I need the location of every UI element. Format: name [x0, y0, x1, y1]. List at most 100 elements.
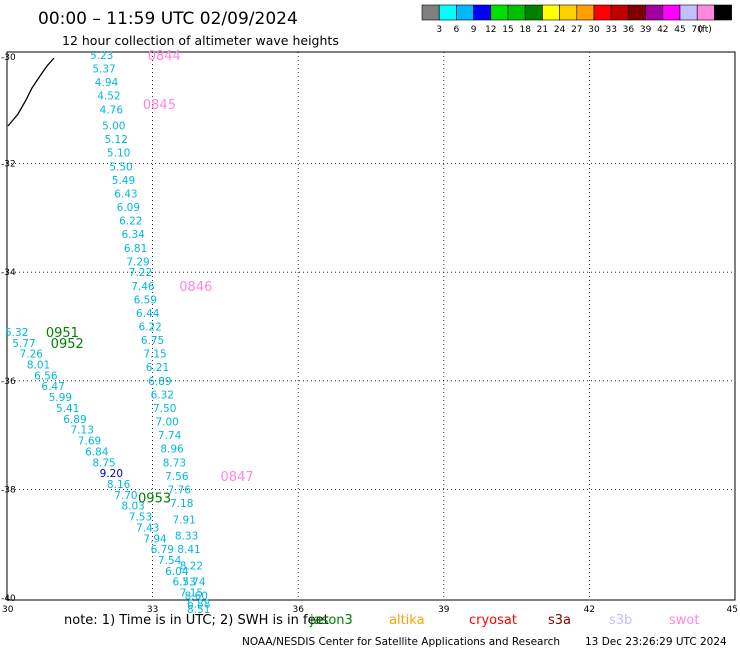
swh-value: 6.09 [117, 202, 140, 214]
legend-swatch [696, 4, 715, 21]
legend-label: 21 [537, 25, 548, 35]
satellite-label: s3a [548, 613, 571, 628]
satellite-label: altika [389, 613, 425, 628]
swh-value: 7.94 [143, 533, 167, 545]
swh-value: 5.37 [92, 64, 115, 76]
wave-height-color-legend: 3 6 9 12 15 18 21 24 27 30 33 36 39 42 45 70(ft) [421, 4, 732, 35]
legend-label: 70 [691, 25, 703, 35]
swh-value: 8.73 [163, 457, 186, 469]
legend-label: 33 [605, 25, 616, 35]
swh-value: 5.99 [49, 392, 72, 404]
longitude-tick: 45 [727, 605, 738, 615]
swh-value: 7.91 [172, 514, 195, 526]
satellite-label: s3b [609, 613, 632, 628]
satellite-label: jason3 [309, 613, 353, 628]
longitude-tick-labels: 30 33 36 39 42 45 [2, 605, 738, 615]
swh-value: 7.13 [71, 425, 94, 437]
swh-value: 8.33 [175, 531, 198, 543]
legend-label: 39 [640, 25, 652, 35]
swh-value: 6.88 [187, 598, 210, 610]
legend-label: 36 [623, 25, 635, 35]
swh-value: 7.29 [126, 256, 149, 268]
swh-value: 6.75 [141, 335, 164, 347]
latitude-tick: -38 [1, 485, 16, 495]
latitude-tick-labels: -30 -32 -34 -36 -38 -40 [1, 53, 16, 604]
swh-value: 4.94 [95, 77, 119, 89]
legend-swatch [645, 4, 664, 21]
legend-label: 24 [554, 25, 566, 35]
legend-label: 27 [571, 25, 582, 35]
legend-label: 6 [454, 25, 460, 35]
legend-swatch [490, 4, 509, 21]
swh-value: 6.22 [138, 322, 161, 334]
swh-value: 5.00 [102, 121, 125, 133]
swh-value: 5.23 [90, 50, 113, 62]
legend-swatch [610, 4, 629, 21]
legend-label: 42 [657, 25, 668, 35]
legend-label: 12 [485, 25, 496, 35]
legend-swatch [662, 4, 681, 21]
coastline [7, 57, 55, 127]
pass-time-label: 0845 [143, 98, 176, 113]
latitude-tick: -36 [1, 377, 16, 387]
swh-value: 6.44 [136, 308, 160, 320]
swh-value: 8.96 [160, 444, 184, 456]
swh-value: 8.01 [27, 360, 50, 372]
swh-value: 7.18 [170, 498, 193, 510]
swh-value: 6.34 [121, 229, 145, 241]
legend-swatch [593, 4, 612, 21]
swh-value: 7.26 [20, 349, 44, 361]
legend-swatch [524, 4, 543, 21]
swh-value: 6.53 [172, 577, 195, 589]
legend-swatch [576, 4, 595, 21]
swh-value: 6.89 [63, 414, 86, 426]
legend-swatch [438, 4, 457, 21]
swh-value: 7.15 [143, 349, 166, 361]
swh-value: 5.49 [112, 175, 135, 187]
swh-value: 6.59 [134, 294, 157, 306]
swh-value: 6.04 [165, 566, 189, 578]
swh-value: 5.10 [107, 148, 130, 160]
swh-value: 5.77 [12, 338, 35, 350]
swh-value: 8.75 [92, 457, 115, 469]
credit-line: NOAA/NESDIS Center for Satellite Applica… [242, 636, 560, 648]
pass-time-label: 0953 [138, 492, 171, 507]
swh-value: 7.43 [136, 522, 159, 534]
swh-values: 5.23 5.374.94 4.524.76 5.005.12 5.105.50 5.49… [5, 50, 210, 616]
swh-value: 6.79 [151, 544, 174, 556]
legend-label: 45 [674, 25, 685, 35]
longitude-tick: 42 [584, 605, 595, 615]
legend-swatch [507, 4, 526, 21]
pass-time-label: 0847 [221, 470, 254, 485]
swh-value: 7.00 [155, 417, 178, 429]
swh-value: 6.84 [85, 446, 109, 458]
swh-value: 6.32 [151, 389, 174, 401]
swh-value: 8.22 [180, 560, 203, 572]
swh-value: 8.41 [177, 544, 200, 556]
latitude-tick: -40 [1, 594, 16, 604]
footnote: note: 1) Time is in UTC; 2) SWH is in fe… [64, 613, 329, 628]
swh-value: 7.53 [129, 512, 152, 524]
swh-value: 4.52 [97, 91, 120, 103]
legend-swatch [542, 4, 560, 21]
swh-value: 6.56 [34, 370, 58, 382]
swh-value: 7.15 [180, 588, 203, 600]
pass-time-label: 0844 [148, 49, 181, 64]
swh-value: 6.22 [119, 216, 142, 228]
generated-timestamp: 13 Dec 23:26:29 UTC 2024 [585, 636, 727, 648]
swh-value: 6.47 [41, 381, 64, 393]
swh-value: 7.76 [168, 484, 192, 496]
lat-lon-grid [7, 52, 735, 600]
swh-value: 5.32 [5, 327, 28, 339]
swh-value: 6.21 [146, 362, 169, 374]
latitude-tick: -30 [1, 53, 16, 63]
swh-value: 7.22 [129, 267, 152, 279]
legend-swatch [421, 4, 440, 21]
longitude-tick: 36 [292, 605, 304, 615]
legend-label: 9 [471, 25, 477, 35]
swh-value: 7.54 [158, 555, 182, 567]
map-subtitle: 12 hour collection of altimeter wave hei… [62, 33, 339, 48]
swh-value: 4.76 [100, 104, 124, 116]
satellite-label: cryosat [469, 613, 517, 628]
